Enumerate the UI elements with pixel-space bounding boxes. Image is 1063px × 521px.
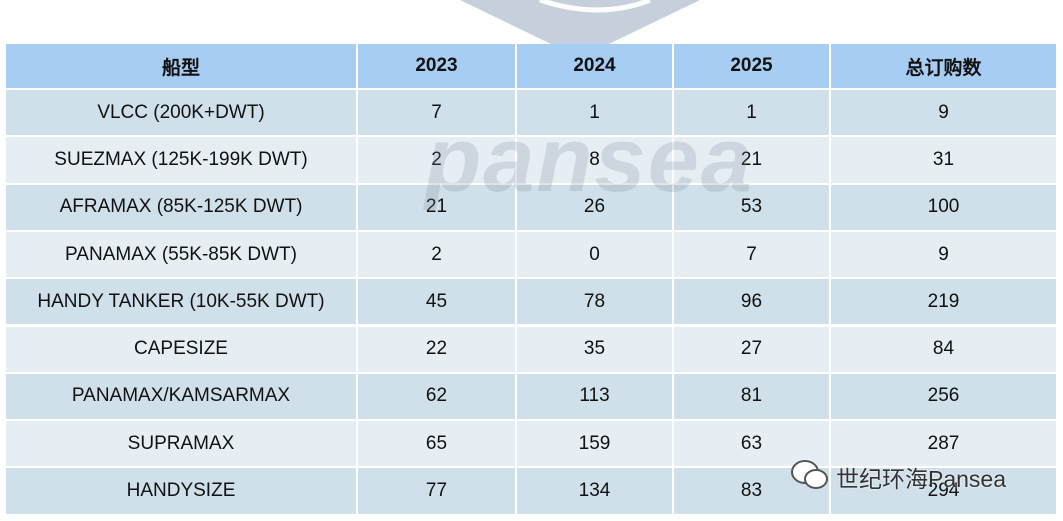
number-cell: 22 <box>358 326 515 372</box>
watermark-caption: 世纪环海Pansea <box>836 466 1007 492</box>
number-cell: 219 <box>831 279 1056 325</box>
ship-type-cell: HANDY TANKER (10K-55K DWT) <box>6 279 356 325</box>
logo-wave <box>539 0 651 13</box>
number-cell: 53 <box>674 184 829 230</box>
number-cell: 7 <box>674 231 829 278</box>
number-cell: 63 <box>674 421 829 467</box>
number-cell: 9 <box>831 90 1056 136</box>
logo-triangle <box>460 0 700 58</box>
header-cell: 船型 <box>6 44 356 88</box>
number-cell: 113 <box>517 373 672 420</box>
number-cell: 31 <box>831 137 1056 183</box>
ship-type-cell: HANDYSIZE <box>6 468 356 514</box>
ship-type-cell: SUEZMAX (125K-199K DWT) <box>6 137 356 183</box>
number-cell: 21 <box>358 184 515 230</box>
ship-type-cell: CAPESIZE <box>6 326 356 372</box>
number-cell: 21 <box>674 137 829 183</box>
header-cell: 2023 <box>358 44 515 88</box>
ship-type-cell: AFRAMAX (85K-125K DWT) <box>6 184 356 230</box>
header-cell: 2025 <box>674 44 829 88</box>
number-cell: 9 <box>831 231 1056 278</box>
number-cell: 45 <box>358 279 515 325</box>
number-cell: 2 <box>358 137 515 183</box>
number-cell: 256 <box>831 373 1056 420</box>
number-cell: 77 <box>358 468 515 514</box>
number-cell: 0 <box>517 231 672 278</box>
number-cell: 96 <box>674 279 829 325</box>
number-cell: 8 <box>517 137 672 183</box>
ship-type-cell: VLCC (200K+DWT) <box>6 90 356 136</box>
wechat-icon <box>791 460 828 489</box>
number-cell: 294 <box>831 468 1056 514</box>
number-cell: 1 <box>674 90 829 136</box>
number-cell: 81 <box>674 373 829 420</box>
number-cell: 159 <box>517 421 672 467</box>
header-cell: 总订购数 <box>831 44 1056 88</box>
number-cell: 287 <box>831 421 1056 467</box>
number-cell: 84 <box>831 326 1056 372</box>
header-cell: 2024 <box>517 44 672 88</box>
number-cell: 65 <box>358 421 515 467</box>
number-cell: 78 <box>517 279 672 325</box>
number-cell: 35 <box>517 326 672 372</box>
number-cell: 134 <box>517 468 672 514</box>
number-cell: 2 <box>358 231 515 278</box>
number-cell: 26 <box>517 184 672 230</box>
number-cell: 7 <box>358 90 515 136</box>
number-cell: 62 <box>358 373 515 420</box>
ship-type-cell: PANAMAX (55K-85K DWT) <box>6 231 356 278</box>
ship-type-cell: SUPRAMAX <box>6 421 356 467</box>
logo-shape <box>460 0 700 58</box>
ship-type-cell: PANAMAX/KAMSARMAX <box>6 373 356 420</box>
number-cell: 1 <box>517 90 672 136</box>
number-cell: 100 <box>831 184 1056 230</box>
number-cell: 27 <box>674 326 829 372</box>
